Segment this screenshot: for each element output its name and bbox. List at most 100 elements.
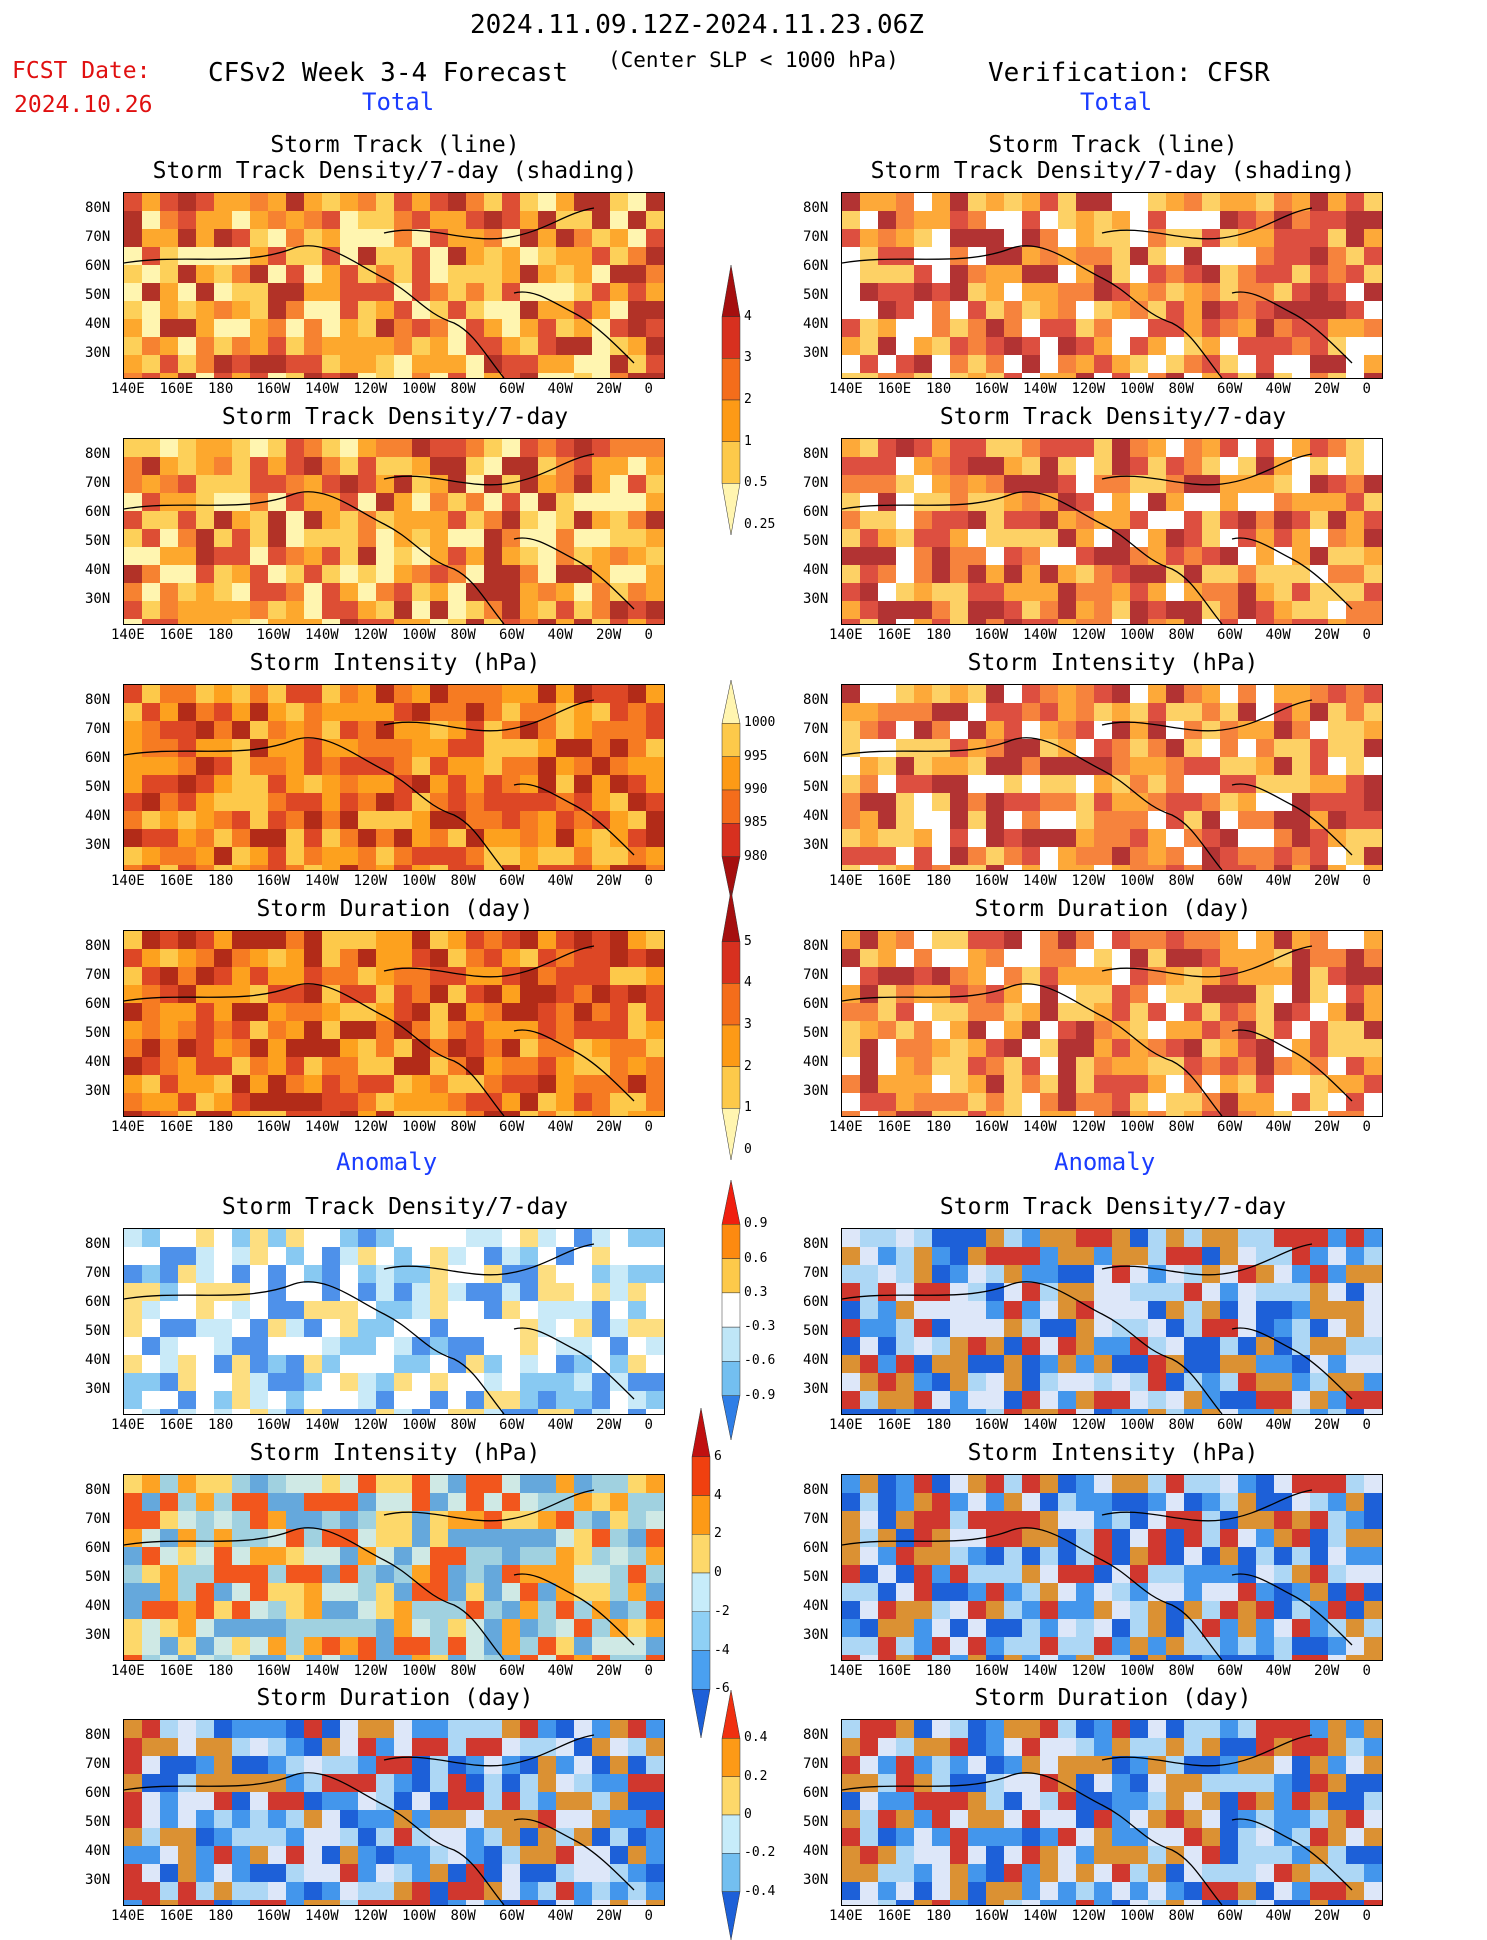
lon-label: 160E	[877, 627, 912, 643]
lon-label: 140E	[111, 1908, 145, 1924]
lon-label: 80W	[450, 381, 476, 397]
colorbar-segment	[721, 1776, 741, 1816]
colorbar-label: 2	[744, 1058, 752, 1074]
lon-label: 20W	[1314, 873, 1340, 889]
colorbar-label: 2	[714, 1526, 722, 1542]
lat-label: 30N	[85, 1381, 111, 1397]
lon-label: 160E	[877, 873, 912, 889]
lat-label: 70N	[85, 475, 111, 491]
lon-label: 140W	[305, 873, 339, 889]
lon-label: 60W	[1217, 1908, 1243, 1924]
map-track-cfsr	[841, 192, 1383, 379]
lat-label: 80N	[85, 1727, 111, 1743]
colorbar-segment	[721, 1258, 741, 1294]
lat-label: 60N	[85, 996, 111, 1012]
lat-label: 80N	[803, 200, 829, 216]
lon-label: 180	[208, 381, 234, 397]
lon-label: 40W	[547, 1119, 573, 1135]
lat-label: 80N	[85, 1236, 111, 1252]
lat-label: 60N	[85, 1785, 111, 1801]
lon-label: 80W	[450, 627, 476, 643]
colorbar-label: -2	[714, 1603, 730, 1619]
colorbar-label: 0.3	[744, 1284, 768, 1300]
lon-label: 40W	[547, 1417, 573, 1433]
lon-label: 0	[1362, 381, 1371, 397]
colorbar-density-anom: 0.9 0.6 0.3 -0.3 -0.6 -0.9	[720, 1180, 775, 1440]
lat-label: 80N	[85, 1482, 111, 1498]
lon-label: 140W	[305, 1417, 339, 1433]
lon-label: 160W	[256, 873, 291, 889]
colorbar-duration-anom: 0.4 0.2 0 -0.2 -0.4	[720, 1690, 775, 1940]
lat-label: 60N	[803, 1294, 829, 1310]
lon-label: 140W	[1023, 627, 1057, 643]
lon-label: 80W	[1168, 1663, 1194, 1679]
colorbar-bar	[721, 1180, 741, 1440]
lon-label: 60W	[1217, 1417, 1243, 1433]
title-duration-total-left: Storm Duration (day)	[256, 896, 534, 922]
lon-label: 140E	[829, 1908, 863, 1924]
colorbar-label: 990	[744, 782, 768, 797]
lon-label: 140W	[1023, 1119, 1057, 1135]
lat-label: 70N	[803, 721, 829, 737]
colorbar-segment	[721, 856, 741, 900]
colorbar-segment	[721, 1066, 741, 1109]
lat-label: 40N	[85, 562, 111, 578]
title-track-line-right: Storm Track (line)	[988, 132, 1238, 158]
lat-label: 30N	[803, 345, 829, 361]
lat-label: 40N	[803, 808, 829, 824]
lat-label: 60N	[85, 258, 111, 274]
lon-label: 0	[644, 1417, 653, 1433]
lon-label: 160E	[159, 1663, 194, 1679]
date-range: 2024.11.09.12Z-2024.11.23.06Z	[470, 10, 924, 40]
lon-label: 0	[644, 627, 653, 643]
colorbar-label: -0.6	[744, 1353, 776, 1369]
lon-label: 180	[926, 381, 952, 397]
lon-label: 40W	[547, 873, 573, 889]
map-field	[124, 1720, 664, 1905]
lon-label: 120W	[1071, 1908, 1106, 1924]
lat-label: 40N	[803, 1352, 829, 1368]
lon-label: 140E	[829, 1417, 863, 1433]
lon-label: 100W	[402, 1663, 436, 1679]
colorbar-label: 0.9	[744, 1216, 768, 1232]
lon-label: 140W	[1023, 1663, 1057, 1679]
lat-label: 70N	[85, 229, 111, 245]
lat-label: 70N	[85, 1756, 111, 1772]
map-track-forecast	[123, 192, 665, 379]
colorbar-label: 5	[744, 933, 752, 949]
map-density-forecast	[123, 438, 665, 625]
section-total-right: Total	[1080, 88, 1153, 116]
colorbar-segment	[721, 1326, 741, 1362]
lon-label: 160E	[159, 381, 194, 397]
lon-label: 140E	[829, 873, 863, 889]
map-intensity-anom-cfsr	[841, 1474, 1383, 1661]
lon-label: 120W	[353, 1908, 388, 1924]
lat-label: 70N	[803, 1756, 829, 1772]
colorbar-segment	[721, 399, 741, 442]
colorbar-segment	[721, 265, 741, 317]
lon-label: 140E	[111, 1119, 145, 1135]
lat-label: 50N	[85, 287, 111, 303]
lon-label: 100W	[1120, 873, 1154, 889]
lon-label: 80W	[1168, 381, 1194, 397]
map-field	[842, 1475, 1382, 1660]
lon-label: 160E	[159, 1908, 194, 1924]
map-field	[124, 439, 664, 624]
lat-label: 40N	[85, 1843, 111, 1859]
colorbar-label: 980	[744, 848, 768, 864]
lon-label: 20W	[1314, 381, 1340, 397]
lat-label: 70N	[85, 721, 111, 737]
colorbar-label: 0.5	[744, 475, 768, 491]
lat-label: 60N	[803, 996, 829, 1012]
lat-label: 30N	[803, 1381, 829, 1397]
lon-label: 140W	[1023, 1908, 1057, 1924]
lon-label: 60W	[1217, 627, 1243, 643]
map-field	[842, 439, 1382, 624]
colorbar-segment	[721, 441, 741, 484]
lat-label: 50N	[85, 779, 111, 795]
lon-label: 160E	[159, 1119, 194, 1135]
lon-label: 160W	[974, 873, 1009, 889]
lon-label: 0	[1362, 1417, 1371, 1433]
lat-label: 60N	[803, 504, 829, 520]
colorbar-label: -0.9	[744, 1387, 776, 1403]
